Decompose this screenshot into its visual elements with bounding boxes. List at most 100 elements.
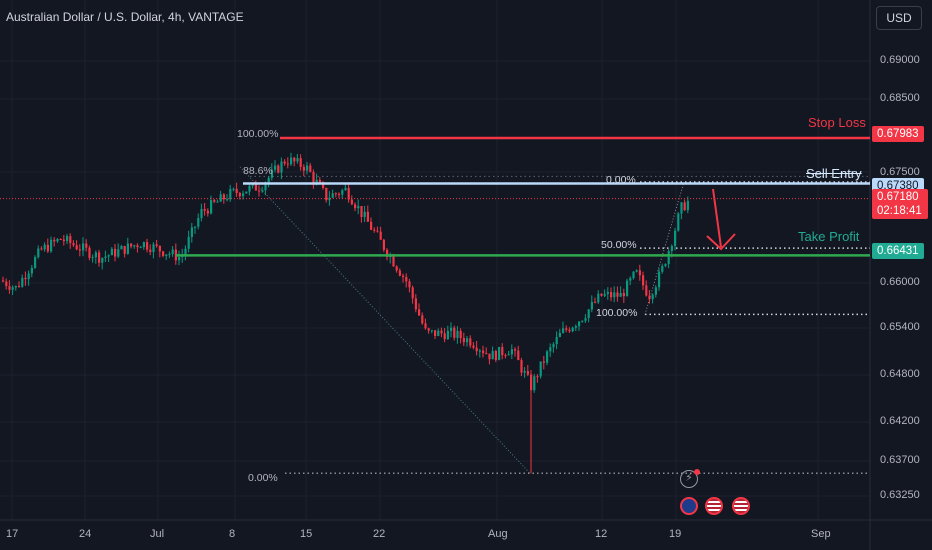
candle	[379, 231, 382, 240]
bar-countdown: 02:18:41	[877, 205, 922, 217]
candle	[306, 165, 309, 171]
candle	[443, 333, 446, 340]
candle	[386, 249, 389, 258]
candle	[542, 361, 545, 363]
us-flag-icon[interactable]	[705, 497, 723, 515]
candle	[616, 292, 619, 297]
candle	[565, 328, 568, 330]
candle	[488, 353, 491, 360]
candle	[152, 244, 155, 252]
candle	[149, 249, 152, 252]
candle	[549, 347, 552, 352]
candle	[638, 270, 641, 276]
candle	[610, 292, 613, 298]
annotations	[706, 188, 736, 251]
candle	[264, 183, 267, 191]
price-axis-label: 0.68500	[880, 92, 920, 104]
candle	[59, 238, 62, 240]
candle	[139, 247, 142, 249]
candle	[654, 287, 657, 295]
au-flag-icon[interactable]	[680, 497, 698, 515]
currency-button[interactable]: USD	[876, 6, 922, 30]
candle	[590, 301, 593, 310]
fib-right-100-label: 100.00%	[596, 307, 638, 319]
candle	[248, 185, 251, 192]
us-flag-icon[interactable]	[732, 497, 750, 515]
candle	[338, 193, 341, 195]
candle	[402, 275, 405, 277]
candle	[200, 209, 203, 218]
time-axis-label: 8	[229, 528, 236, 540]
candle	[520, 360, 523, 373]
lightning-icon[interactable]: ⚡	[680, 470, 698, 488]
candle	[395, 266, 398, 271]
candle	[171, 249, 174, 255]
candle	[619, 293, 622, 297]
candle	[216, 201, 219, 203]
candle	[30, 267, 33, 274]
fib-right-0-label: 0.00%	[606, 174, 636, 186]
candle	[341, 190, 344, 195]
candle	[421, 315, 424, 324]
time-axis-label: 15	[300, 528, 313, 540]
candle	[494, 350, 497, 361]
candle	[62, 239, 65, 242]
candle	[165, 254, 168, 256]
candle	[510, 349, 513, 355]
candle	[424, 323, 427, 329]
candle	[203, 209, 206, 211]
price-axis-label: 0.64200	[880, 415, 920, 427]
candle	[174, 249, 177, 261]
candle	[206, 210, 209, 214]
candle	[130, 243, 133, 247]
candle	[648, 295, 651, 300]
candle	[5, 281, 8, 287]
candle	[530, 374, 533, 391]
candle	[526, 371, 529, 375]
candle	[267, 177, 270, 184]
candle	[674, 230, 677, 246]
candle	[523, 371, 526, 373]
candle	[558, 332, 561, 337]
candle	[491, 350, 494, 360]
candle	[635, 270, 638, 272]
candle	[280, 161, 283, 173]
candle	[94, 252, 97, 258]
candle	[539, 361, 542, 377]
candle	[418, 309, 421, 316]
candle	[142, 242, 145, 248]
candle	[574, 326, 577, 328]
candle	[104, 256, 107, 258]
candle	[568, 329, 571, 332]
candle	[466, 338, 469, 343]
candle	[85, 243, 88, 248]
stop-loss-label: Stop Loss	[808, 115, 866, 130]
candle	[437, 330, 440, 336]
candle	[350, 199, 353, 205]
take-profit-price-tag: 0.66431	[872, 243, 924, 259]
candle	[146, 242, 149, 250]
current-price-tag: 0.67180 02:18:41	[872, 189, 928, 219]
candle	[683, 202, 686, 211]
price-axis-label: 0.66000	[880, 276, 920, 288]
candle	[299, 158, 302, 167]
candle	[286, 163, 289, 165]
notification-dot	[694, 469, 700, 475]
candles	[2, 152, 689, 474]
candle	[328, 197, 331, 201]
candle	[229, 188, 232, 200]
candle	[126, 243, 129, 254]
candle	[613, 292, 616, 298]
candle	[133, 245, 136, 247]
take-profit-label: Take Profit	[798, 229, 860, 244]
candle	[571, 327, 574, 332]
candle	[517, 350, 520, 361]
candle	[430, 330, 433, 332]
candle	[587, 309, 590, 319]
candle	[501, 346, 504, 356]
candle	[222, 194, 225, 200]
candle	[498, 346, 501, 361]
time-axis-label: Sep	[811, 528, 831, 540]
